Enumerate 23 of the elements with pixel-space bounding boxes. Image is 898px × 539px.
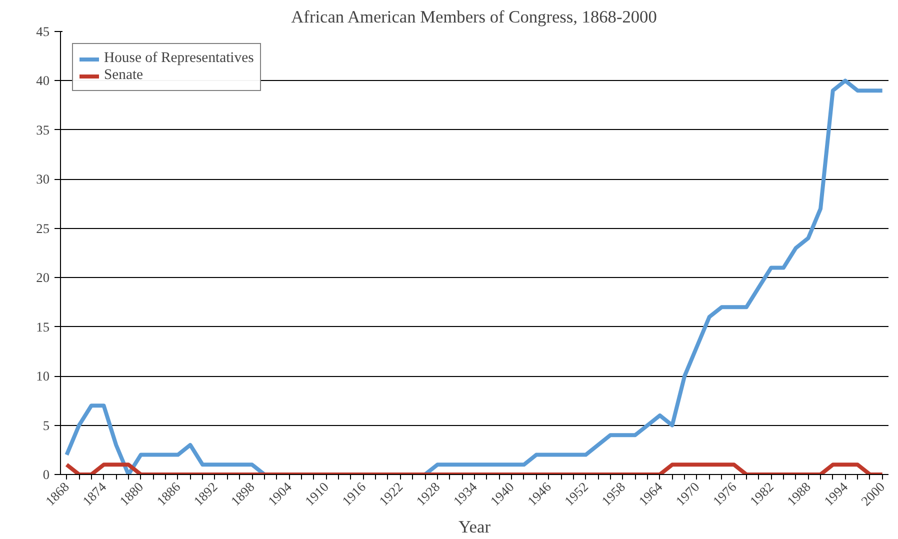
x-tick-label: 1970 [672,478,702,509]
y-tick-label: 15 [36,319,50,334]
y-tick-label: 30 [36,172,50,187]
x-tick-label: 1892 [190,479,220,509]
y-tick-label: 5 [42,418,50,433]
y-tick-label: 35 [36,122,50,138]
chart-title: African American Members of Congress, 1868-2000 [291,8,657,26]
y-tick-label: 45 [36,24,50,39]
legend-label: House of Representatives [104,50,254,67]
x-tick-label: 1952 [562,479,592,509]
x-axis-title: Year [458,518,491,537]
y-tick-label: 20 [36,270,50,286]
x-tick-label: 1922 [376,479,406,509]
y-tick-label: 0 [42,467,50,482]
x-tick-label: 1982 [746,479,776,509]
y-tick-label: 25 [36,220,50,236]
legend-label: Senate [104,67,144,84]
y-tick-label: 10 [36,368,50,384]
x-tick-label: 1880 [116,478,146,509]
x-tick-label: 1910 [302,478,332,509]
line-series [64,78,884,474]
x-tick-label: 1940 [487,478,518,509]
y-tick-label: 40 [36,73,50,88]
